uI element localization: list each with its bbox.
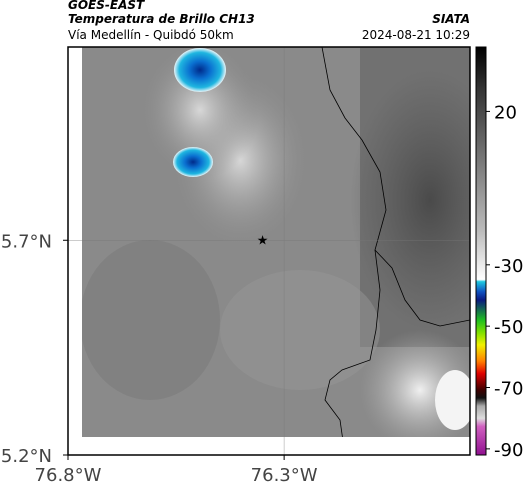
lat-tick-label: 5.2°N bbox=[1, 446, 52, 467]
colorbar-tick-label: -90 bbox=[494, 440, 523, 461]
lon-tick-label: 76.3°W bbox=[251, 465, 318, 486]
location-marker: ★ bbox=[257, 233, 269, 248]
colorbar bbox=[475, 46, 487, 456]
map-frame bbox=[67, 46, 471, 456]
agency: SIATA bbox=[432, 12, 470, 26]
colorbar-tick-label: 20 bbox=[494, 102, 517, 123]
colorbar-tick-label: -30 bbox=[494, 256, 523, 277]
source: GOES-EAST bbox=[68, 0, 145, 12]
product: Temperatura de Brillo CH13 bbox=[68, 12, 255, 26]
satellite-image bbox=[82, 47, 470, 437]
colorbar-tick-label: -50 bbox=[494, 317, 523, 338]
timestamp: 2024-08-21 10:29 bbox=[362, 28, 470, 42]
lon-tick-label: 76.8°W bbox=[35, 465, 102, 486]
region: Vía Medellín - Quibdó 50km bbox=[68, 28, 234, 42]
colorbar-tick-label: -70 bbox=[494, 379, 523, 400]
lat-tick-label: 5.7°N bbox=[1, 231, 52, 252]
